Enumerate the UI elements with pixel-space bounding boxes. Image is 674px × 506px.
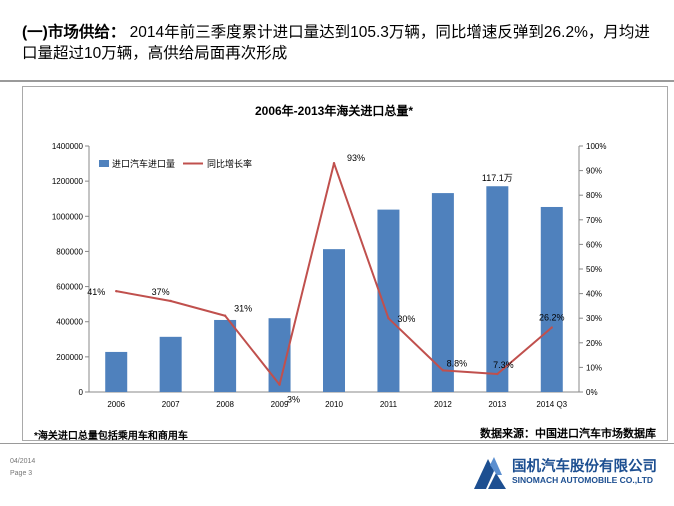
x-tick-label: 2011 bbox=[380, 400, 398, 409]
bar-2009 bbox=[268, 318, 291, 392]
bar-2008 bbox=[214, 319, 237, 392]
right-tick-label: 70% bbox=[586, 216, 602, 225]
left-tick-label: 0 bbox=[79, 388, 84, 397]
right-tick-label: 50% bbox=[586, 265, 602, 274]
line-data-label: 93% bbox=[347, 153, 365, 163]
page-number: Page 3 bbox=[10, 470, 33, 477]
growth-point-2006 bbox=[115, 289, 118, 293]
x-tick-label: 2012 bbox=[434, 400, 452, 409]
logo-en-text: SINOMACH AUTOMOBILE CO.,LTD bbox=[512, 475, 654, 485]
x-tick-label: 2009 bbox=[271, 400, 289, 409]
growth-point-2009 bbox=[278, 383, 281, 386]
right-tick-label: 40% bbox=[586, 290, 602, 299]
logo-cn-text: 国机汽车股份有限公司 bbox=[512, 459, 657, 475]
growth-point-2008 bbox=[223, 314, 227, 317]
slide-date: 04/2014 bbox=[10, 458, 36, 465]
chart-panel: 2006年-2013年海关进口总量* 0 200000 400000 600000 800… bbox=[22, 86, 668, 441]
right-tick-label: 10% bbox=[586, 363, 602, 372]
right-tick-label: 100% bbox=[586, 142, 606, 151]
legend-bar-swatch bbox=[99, 160, 109, 167]
left-tick-label: 1400000 bbox=[52, 142, 84, 151]
right-tick-label: 90% bbox=[586, 167, 602, 176]
line-data-label: 8.8% bbox=[447, 358, 468, 368]
left-tick-label: 1000000 bbox=[52, 212, 84, 221]
top-divider bbox=[0, 80, 674, 82]
growth-point-2012 bbox=[441, 369, 445, 372]
line-data-label: 3% bbox=[287, 395, 300, 405]
left-tick-label: 1200000 bbox=[52, 177, 84, 186]
left-tick-label: 400000 bbox=[56, 318, 83, 327]
line-data-label: 7.3% bbox=[493, 360, 514, 370]
bar-2011 bbox=[377, 209, 400, 392]
line-data-label: 37% bbox=[152, 287, 170, 297]
bar-annotation-2013: 117.1万 bbox=[482, 173, 513, 183]
x-tick-label: 2008 bbox=[216, 400, 234, 409]
bottom-divider bbox=[0, 443, 674, 444]
left-tick-label: 200000 bbox=[56, 353, 83, 362]
right-tick-label: 20% bbox=[586, 339, 602, 348]
legend-bar-label: 进口汽车进口量 bbox=[112, 158, 175, 169]
data-source: 数据来源：中国进口汽车市场数据库 bbox=[480, 428, 656, 440]
right-tick-label: 30% bbox=[586, 314, 602, 323]
slide-header: (一)市场供给： 2014年前三季度累计进口量达到105.3万辆，同比增速反弹到… bbox=[22, 22, 662, 64]
left-tick-label: 600000 bbox=[56, 283, 83, 292]
x-tick-label: 2010 bbox=[325, 400, 343, 409]
line-data-label: 26.2% bbox=[539, 313, 565, 323]
bar-2012 bbox=[431, 193, 454, 392]
header-text: 2014年前三季度累计进口量达到105.3万辆，同比增速反弹到26.2%，月均进… bbox=[22, 24, 650, 62]
growth-point-2014 Q3 bbox=[550, 326, 553, 329]
bar-2010 bbox=[323, 249, 345, 392]
bar-2013 bbox=[486, 186, 509, 392]
line-data-label: 41% bbox=[87, 287, 105, 297]
header-prefix: (一)市场供给： bbox=[22, 24, 126, 41]
growth-point-2007 bbox=[169, 299, 172, 303]
company-logo: 国机汽车股份有限公司 SINOMACH AUTOMOBILE CO.,LTD bbox=[472, 453, 672, 493]
x-tick-label: 2007 bbox=[162, 400, 180, 409]
footnote: *海关进口总量包括乘用车和商用车 bbox=[34, 431, 188, 442]
import-volume-chart: 2006年-2013年海关进口总量* 0 200000 400000 600000 800… bbox=[52, 103, 607, 409]
legend-line-label: 同比增长率 bbox=[207, 158, 252, 169]
logo-mark-icon bbox=[474, 457, 506, 489]
bar-2006 bbox=[105, 351, 128, 392]
growth-point-2011 bbox=[387, 317, 390, 320]
x-tick-label: 2014 Q3 bbox=[536, 400, 567, 409]
chart-title: 2006年-2013年海关进口总量* bbox=[255, 103, 413, 118]
line-data-label: 30% bbox=[397, 314, 415, 324]
x-tick-label: 2013 bbox=[488, 400, 506, 409]
right-tick-label: 0% bbox=[586, 388, 598, 397]
growth-point-2013 bbox=[496, 372, 499, 376]
right-tick-label: 60% bbox=[586, 240, 602, 249]
growth-point-2010 bbox=[332, 162, 336, 165]
line-data-label: 31% bbox=[234, 304, 252, 314]
bar-2007 bbox=[159, 336, 182, 392]
left-tick-label: 800000 bbox=[56, 247, 83, 256]
x-tick-label: 2006 bbox=[107, 400, 125, 409]
bar-2014 Q3 bbox=[540, 206, 563, 392]
right-tick-label: 80% bbox=[586, 191, 602, 200]
